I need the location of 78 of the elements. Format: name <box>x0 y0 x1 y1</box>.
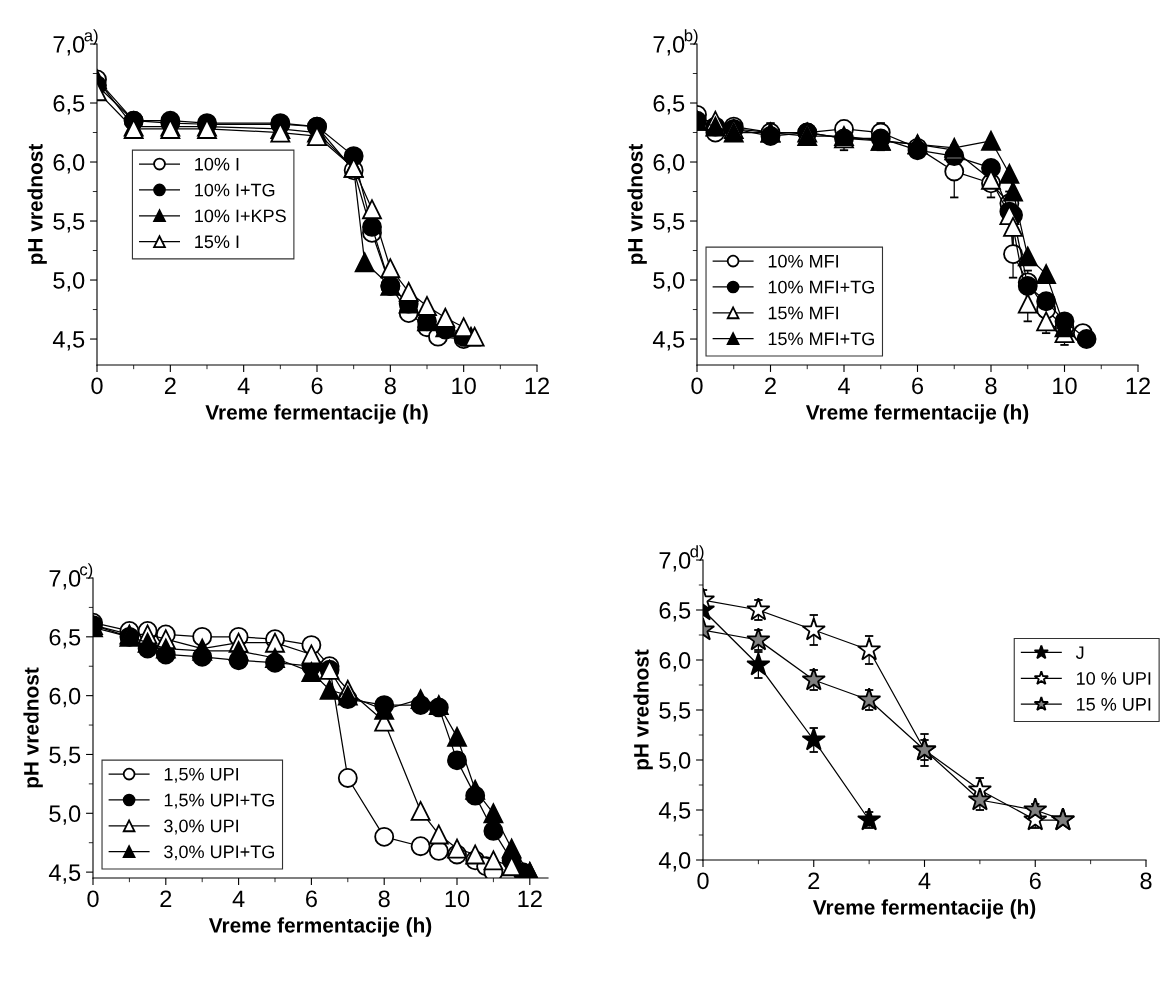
y-tick-label: 5,5 <box>53 213 85 233</box>
x-tick-label: 0 <box>87 890 99 908</box>
y-tick-label: 5,0 <box>653 272 685 292</box>
y-tick-label: 6,5 <box>49 628 81 649</box>
x-tick-label: 2 <box>808 872 820 889</box>
y-tick-label: 4,0 <box>658 852 691 872</box>
x-tick-label: 2 <box>160 890 172 907</box>
chart-title: c) <box>80 563 93 579</box>
x-tick-label: 12 <box>1126 377 1150 394</box>
x-tick-label: 4 <box>837 377 850 394</box>
x-tick-label: 4 <box>918 872 931 889</box>
x-tick-label: 12 <box>518 890 542 907</box>
legend-label: 10% MFI <box>768 254 838 268</box>
y-tick-label: 4,5 <box>652 331 685 351</box>
y-tick-label: 5,5 <box>49 746 81 767</box>
x-tick-label: 6 <box>311 377 323 395</box>
x-tick-label: 10 <box>445 890 470 908</box>
x-axis-title: Vreme fermentacije (h) <box>805 404 1029 424</box>
x-tick-label: 8 <box>378 890 390 908</box>
y-axis-title: pH vrednost <box>627 143 647 264</box>
x-tick-label: 0 <box>691 377 703 395</box>
legend-label: J <box>1075 646 1084 659</box>
y-tick-label: 5,0 <box>659 752 691 772</box>
y-axis-title: pH vrednost <box>23 667 43 788</box>
x-tick-label: 10 <box>452 377 476 395</box>
y-tick-label: 6,0 <box>49 687 81 708</box>
legend-label: 1,5% UPI+TG <box>164 793 274 809</box>
y-tick-label: 5,5 <box>659 702 691 722</box>
x-tick-label: 2 <box>765 377 776 394</box>
legend-label: 15% MFI <box>768 306 838 320</box>
x-axis-title: Vreme fermentacije (h) <box>205 404 428 424</box>
x-tick-label: 2 <box>164 377 176 394</box>
legend-label: 10 % UPI <box>1077 672 1151 685</box>
y-tick-label: 4,5 <box>658 802 691 822</box>
y-tick-label: 6,0 <box>53 154 85 174</box>
legend-label: 3,0% UPI <box>164 819 239 835</box>
y-tick-label: 4,5 <box>48 864 81 884</box>
x-tick-label: 6 <box>1029 872 1041 890</box>
y-tick-label: 7,0 <box>659 552 691 572</box>
legend-label: 10% I+KPS <box>195 209 286 223</box>
legend-label: 15% I <box>195 235 239 249</box>
chart-title: a) <box>84 29 98 45</box>
y-axis-title: pH vrednost <box>27 143 47 264</box>
legend-label: 10% MFI+TG <box>768 280 874 294</box>
x-axis-title: Vreme fermentacije (h) <box>208 917 432 937</box>
y-tick-label: 5,0 <box>49 805 81 825</box>
y-tick-label: 6,5 <box>659 602 691 622</box>
legend-label: 10% I+TG <box>195 183 275 197</box>
legend-label: 15% MFI+TG <box>768 332 874 346</box>
y-tick-label: 5,5 <box>653 213 685 233</box>
legend-label: 15 % UPI <box>1077 698 1151 711</box>
legend-label: 3,0% UPI+TG <box>164 845 274 861</box>
chart-title: d) <box>690 545 704 561</box>
y-tick-label: 6,0 <box>659 652 691 672</box>
x-tick-label: 6 <box>306 890 317 908</box>
x-tick-label: 4 <box>232 890 245 907</box>
x-tick-label: 8 <box>1140 872 1152 890</box>
y-tick-label: 4,5 <box>52 331 85 351</box>
x-tick-label: 8 <box>985 377 997 395</box>
y-axis-title: pH vrednost <box>633 649 653 770</box>
legend-label: 1,5% UPI <box>164 767 239 783</box>
x-tick-label: 0 <box>91 377 103 395</box>
x-tick-label: 12 <box>525 377 549 394</box>
legend-label: 10% I <box>195 157 239 171</box>
x-tick-label: 6 <box>912 377 924 395</box>
y-tick-label: 7,0 <box>49 570 81 590</box>
y-tick-label: 6,0 <box>653 154 685 174</box>
chart-title: b) <box>684 29 698 45</box>
x-tick-label: 10 <box>1053 377 1077 395</box>
y-tick-label: 6,5 <box>53 95 85 115</box>
x-tick-label: 8 <box>384 377 396 395</box>
y-tick-label: 7,0 <box>53 36 85 56</box>
y-tick-label: 5,0 <box>53 272 85 292</box>
x-tick-label: 0 <box>697 872 709 890</box>
x-axis-title: Vreme fermentacije (h) <box>812 899 1036 919</box>
x-tick-label: 4 <box>237 377 250 394</box>
y-tick-label: 6,5 <box>653 95 685 115</box>
y-tick-label: 7,0 <box>653 36 685 56</box>
